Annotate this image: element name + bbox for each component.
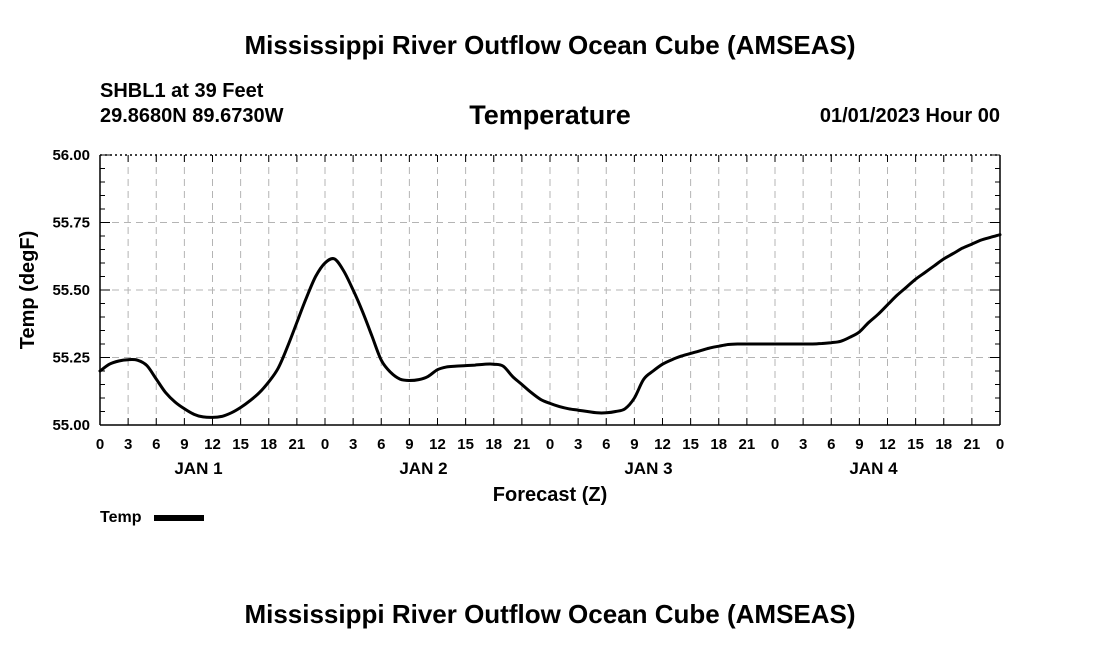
- x-tick-label: 21: [514, 436, 531, 453]
- x-tick-label: 9: [405, 436, 413, 453]
- chart-subtitle: Temperature: [469, 100, 631, 130]
- station-coordinates: 29.8680N 89.6730W: [100, 105, 284, 127]
- x-tick-label: 0: [996, 436, 1004, 453]
- x-tick-label: 21: [739, 436, 756, 453]
- axes: [99, 154, 1001, 426]
- x-tick-label: 18: [710, 436, 727, 453]
- x-tick-label: 9: [180, 436, 188, 453]
- x-tick-label: 21: [964, 436, 981, 453]
- tick-labels: 0 3 6 9 12 15 18 21 0 3 6 9 12 15 18 21 0 3 6 9 12 15 18 21 0 3 6 9…: [52, 147, 1004, 478]
- day-label: JAN 1: [174, 459, 222, 478]
- x-tick-label: 0: [546, 436, 554, 453]
- legend: Temp: [100, 509, 204, 527]
- x-tick-label: 21: [289, 436, 306, 453]
- day-label: JAN 4: [849, 459, 898, 478]
- x-tick-label: 15: [682, 436, 699, 453]
- series-layer: [98, 233, 1002, 419]
- series-line-temp: [98, 233, 1002, 419]
- x-tick-label: 12: [879, 436, 896, 453]
- x-tick-label: 18: [935, 436, 952, 453]
- x-tick-label: 15: [457, 436, 474, 453]
- day-label: JAN 2: [399, 459, 447, 478]
- y-tick-label: 55.00: [52, 417, 90, 434]
- x-axis-label: Forecast (Z): [493, 484, 607, 506]
- x-tick-label: 3: [349, 436, 357, 453]
- footer-title: Mississippi River Outflow Ocean Cube (AM…: [244, 599, 856, 629]
- legend-line-swatch: [153, 514, 204, 521]
- x-tick-label: 3: [124, 436, 132, 453]
- forecast-datetime: 01/01/2023 Hour 00: [819, 105, 1000, 127]
- chart-main-title: Mississippi River Outflow Ocean Cube (AM…: [244, 30, 856, 60]
- x-tick-label: 3: [799, 436, 807, 453]
- x-tick-label: 3: [574, 436, 582, 453]
- x-tick-label: 6: [377, 436, 385, 453]
- x-tick-label: 0: [771, 436, 779, 453]
- y-tick-label: 56.00: [52, 147, 90, 164]
- x-tick-label: 18: [260, 436, 277, 453]
- x-tick-label: 12: [429, 436, 446, 453]
- x-tick-label: 18: [485, 436, 502, 453]
- y-axis-label: Temp (degF): [17, 231, 39, 350]
- station-label: SHBL1 at 39 Feet: [100, 80, 264, 102]
- x-tick-label: 0: [321, 436, 329, 453]
- x-tick-label: 15: [907, 436, 924, 453]
- legend-label: Temp: [100, 509, 142, 526]
- day-label: JAN 3: [624, 459, 672, 478]
- x-tick-label: 6: [602, 436, 610, 453]
- y-tick-label: 55.25: [52, 350, 90, 367]
- x-tick-label: 12: [654, 436, 671, 453]
- grid-lines: [100, 155, 1000, 425]
- y-tick-label: 55.75: [52, 215, 90, 232]
- x-tick-label: 15: [232, 436, 249, 453]
- x-tick-label: 12: [204, 436, 221, 453]
- x-tick-label: 6: [152, 436, 160, 453]
- x-tick-label: 6: [827, 436, 835, 453]
- x-tick-label: 9: [630, 436, 638, 453]
- x-tick-label: 0: [96, 436, 104, 453]
- y-tick-label: 55.50: [52, 282, 90, 299]
- x-tick-label: 9: [855, 436, 863, 453]
